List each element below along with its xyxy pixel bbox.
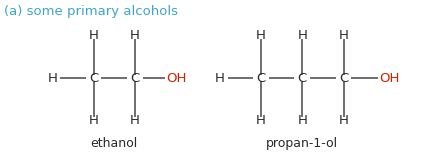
Text: H: H bbox=[338, 29, 348, 42]
Text: C: C bbox=[338, 71, 348, 85]
Text: H: H bbox=[47, 71, 57, 85]
Text: (a) some primary alcohols: (a) some primary alcohols bbox=[4, 5, 178, 18]
Text: H: H bbox=[130, 29, 139, 42]
Text: H: H bbox=[89, 29, 98, 42]
Text: H: H bbox=[214, 71, 224, 85]
Text: ethanol: ethanol bbox=[90, 137, 138, 150]
Text: H: H bbox=[89, 114, 98, 127]
Text: H: H bbox=[130, 114, 139, 127]
Text: C: C bbox=[130, 71, 139, 85]
Text: C: C bbox=[256, 71, 265, 85]
Text: propan-1-ol: propan-1-ol bbox=[266, 137, 338, 150]
Text: H: H bbox=[338, 114, 348, 127]
Text: H: H bbox=[256, 114, 265, 127]
Text: C: C bbox=[89, 71, 98, 85]
Text: OH: OH bbox=[166, 71, 186, 85]
Text: H: H bbox=[297, 114, 306, 127]
Text: H: H bbox=[256, 29, 265, 42]
Text: OH: OH bbox=[378, 71, 398, 85]
Text: C: C bbox=[297, 71, 306, 85]
Text: H: H bbox=[297, 29, 306, 42]
